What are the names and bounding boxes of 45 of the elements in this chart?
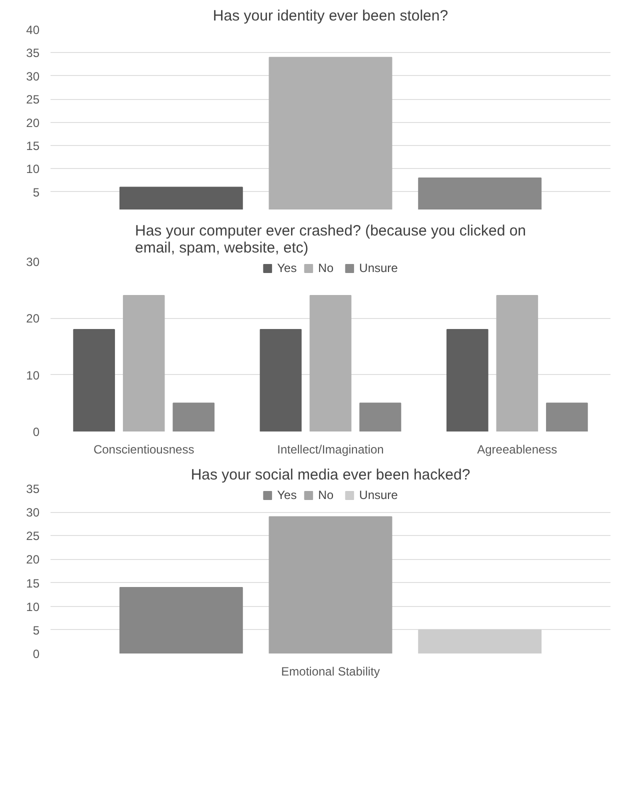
chart-title: Has your identity ever been stolen? [212,8,448,24]
bar [73,329,115,432]
bar [418,629,542,654]
bar [446,329,488,432]
y-tick-label: 20 [26,312,40,326]
y-tick-label: 0 [32,647,40,661]
legend-label: Yes [277,261,298,275]
y-tick-label: 40 [26,23,40,37]
x-tick-label: Emotional Stability [281,664,380,678]
bar [119,587,243,654]
y-tick-label: 20 [26,552,40,567]
y-tick-label: 25 [26,92,40,107]
bar [546,402,588,432]
chart-title: Has your computer ever crashed? (because you clicked on email, spam, website, etc) [134,222,526,256]
bar [496,295,538,432]
y-tick-label: 15 [26,576,40,590]
y-tick-label: 35 [26,482,40,496]
x-tick-label: Conscientiousness [93,442,194,456]
bar [122,295,165,432]
legend-label: Yes [277,488,298,502]
y-tick-label: 10 [26,368,40,382]
legend-label: No [318,488,334,502]
y-tick-label: 5 [32,623,40,638]
y-tick-label: 0 [32,425,40,439]
bar [268,516,392,654]
bar [172,402,215,432]
chart-title: Has your social media ever been hacked? [190,466,470,484]
y-tick-label: 35 [26,46,40,60]
x-tick-label: Intellect/Imagination [277,442,384,456]
y-tick-label: 20 [26,116,40,130]
y-tick-label: 5 [32,185,40,200]
x-tick-label: Agreeableness [477,442,558,456]
bar [310,295,352,432]
bar [260,329,302,432]
y-tick-label: 15 [26,138,40,153]
y-tick-label: 10 [26,162,40,176]
y-tick-label: 30 [26,69,40,84]
legend-label: No [318,261,334,275]
legend-label: Unsure [359,261,398,275]
y-tick-label: 30 [26,506,40,520]
bar [359,402,402,432]
y-tick-label: 25 [26,529,40,544]
y-tick-label: 10 [26,600,40,614]
legend-label: Unsure [359,488,398,502]
y-tick-label: 30 [26,255,40,269]
